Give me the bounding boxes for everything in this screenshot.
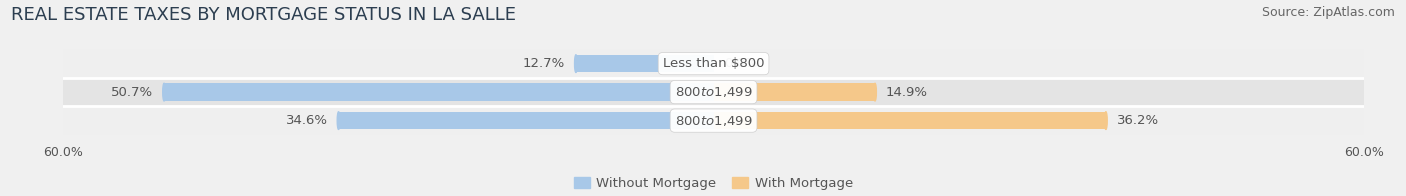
Text: $800 to $1,499: $800 to $1,499	[675, 85, 752, 99]
Bar	[63, 106, 1364, 135]
Text: 14.9%: 14.9%	[886, 86, 928, 99]
Text: REAL ESTATE TAXES BY MORTGAGE STATUS IN LA SALLE: REAL ESTATE TAXES BY MORTGAGE STATUS IN …	[11, 6, 516, 24]
Text: 12.7%: 12.7%	[523, 57, 565, 70]
Bar	[63, 78, 1364, 106]
Text: Less than $800: Less than $800	[662, 57, 765, 70]
Ellipse shape	[873, 83, 876, 101]
Ellipse shape	[1105, 112, 1107, 129]
Ellipse shape	[337, 112, 340, 129]
Bar	[165, 83, 713, 101]
Bar	[63, 49, 1364, 78]
Text: 50.7%: 50.7%	[111, 86, 153, 99]
Text: 0.0%: 0.0%	[724, 57, 758, 70]
Text: Source: ZipAtlas.com: Source: ZipAtlas.com	[1261, 6, 1395, 19]
Legend: Without Mortgage, With Mortgage: Without Mortgage, With Mortgage	[569, 172, 858, 195]
Bar	[576, 55, 713, 73]
Bar	[339, 112, 713, 129]
Bar	[713, 83, 875, 101]
Ellipse shape	[163, 83, 166, 101]
Ellipse shape	[575, 55, 578, 73]
Text: 36.2%: 36.2%	[1116, 114, 1159, 127]
Text: $800 to $1,499: $800 to $1,499	[675, 114, 752, 128]
Bar	[713, 112, 1107, 129]
Text: 34.6%: 34.6%	[285, 114, 328, 127]
